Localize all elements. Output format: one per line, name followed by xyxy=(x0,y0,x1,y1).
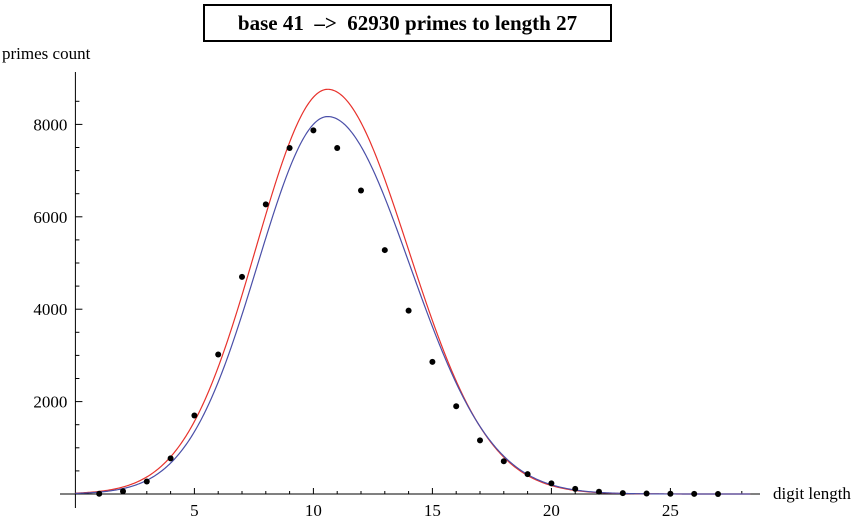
data-point xyxy=(286,144,293,151)
y-tick-label: 6000 xyxy=(33,208,67,227)
data-point xyxy=(572,485,579,492)
data-point xyxy=(429,358,436,365)
x-tick-label: 15 xyxy=(424,501,441,520)
data-point xyxy=(596,488,602,495)
x-axis-label: digit length xyxy=(773,484,851,503)
data-point xyxy=(96,490,103,497)
data-point xyxy=(334,144,341,151)
fit-curve-blue xyxy=(75,115,751,495)
data-points xyxy=(96,127,721,497)
data-point xyxy=(548,480,555,487)
data-point xyxy=(120,488,126,495)
data-point xyxy=(643,490,650,497)
data-point xyxy=(191,412,198,419)
fit-curves xyxy=(75,88,751,495)
data-point xyxy=(215,351,222,358)
data-point xyxy=(524,471,531,478)
x-tick-label: 20 xyxy=(543,501,560,520)
data-point xyxy=(619,490,626,497)
fit-curve-red xyxy=(75,88,751,495)
x-tick-label: 5 xyxy=(190,501,199,520)
chart-title: base 41 –> 62930 primes to length 27 xyxy=(203,4,612,42)
y-axis-label: primes count xyxy=(2,44,91,63)
data-point xyxy=(477,437,483,444)
data-point xyxy=(405,307,412,314)
x-tick-label: 10 xyxy=(305,501,322,520)
y-tick-label: 4000 xyxy=(33,300,67,319)
y-tick-label: 2000 xyxy=(33,393,67,412)
axes: 5 10 15 20 25 2000 4000 6000 8000 xyxy=(33,72,760,520)
data-point xyxy=(453,403,460,410)
data-point xyxy=(667,490,674,497)
data-point xyxy=(358,187,364,194)
data-point xyxy=(691,490,698,497)
data-point xyxy=(262,201,269,208)
data-point xyxy=(310,127,317,134)
data-point xyxy=(500,458,507,465)
data-point xyxy=(715,490,721,497)
data-point xyxy=(167,455,174,462)
data-point xyxy=(143,478,150,485)
y-tick-label: 8000 xyxy=(33,115,67,134)
x-tick-label: 25 xyxy=(662,501,679,520)
data-point xyxy=(239,273,245,280)
data-point xyxy=(381,247,388,254)
